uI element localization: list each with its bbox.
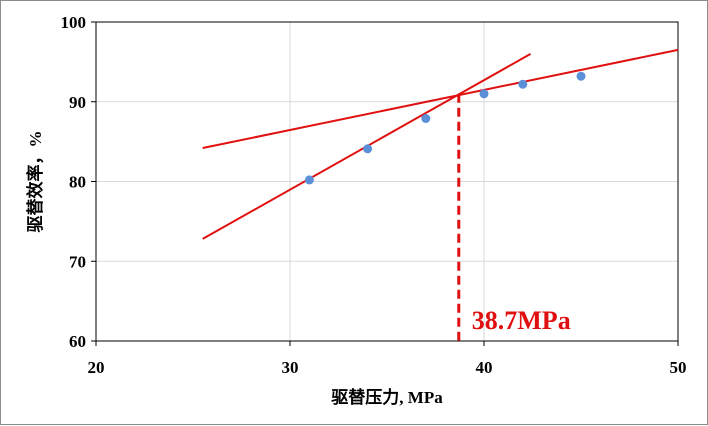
fit-line xyxy=(202,48,679,149)
y-axis-title: 驱替效率，% xyxy=(25,131,45,233)
data-point xyxy=(363,144,373,154)
y-axis: 60 70 80 90 100 xyxy=(61,13,96,351)
data-point xyxy=(518,79,528,89)
y-tick-label: 80 xyxy=(69,173,86,192)
annotation-group: 38.7MPa xyxy=(457,93,571,341)
y-tick-label: 60 xyxy=(69,332,86,351)
data-point xyxy=(576,71,586,81)
data-points xyxy=(304,71,586,185)
x-tick-label: 20 xyxy=(88,358,105,377)
y-tick-label: 90 xyxy=(69,93,86,112)
fit-lines xyxy=(202,48,679,240)
data-point xyxy=(479,89,489,99)
x-tick-label: 40 xyxy=(476,358,493,377)
y-tick-label: 70 xyxy=(69,252,86,271)
annotation-label: 38.7MPa xyxy=(472,306,571,335)
data-point xyxy=(421,113,431,123)
y-tick-label: 100 xyxy=(61,13,87,32)
grid xyxy=(95,21,679,342)
data-point xyxy=(304,175,314,185)
x-axis-title: 驱替压力, MPa xyxy=(331,387,443,407)
x-axis: 20 30 40 50 xyxy=(88,341,687,377)
x-tick-label: 30 xyxy=(282,358,299,377)
x-tick-label: 50 xyxy=(670,358,687,377)
